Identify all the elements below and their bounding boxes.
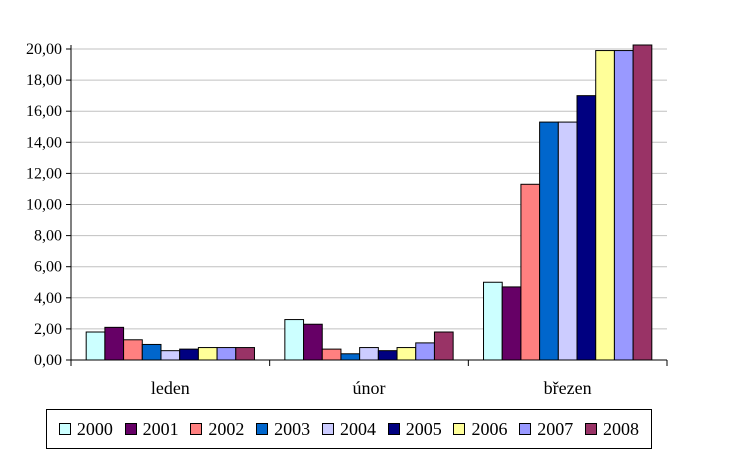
legend-item: 2008 [585,419,639,440]
y-tick-label: 10,00 [26,197,62,214]
x-tick-label: leden [151,378,190,398]
bar-2006-únor [396,347,417,361]
legend-swatch [58,423,71,435]
y-tick-label: 20,00 [26,41,62,58]
y-tick-label: 12,00 [26,165,62,182]
legend-swatch [387,423,400,435]
legend-swatch [256,423,269,435]
y-tick-label: 0,00 [34,352,62,369]
y-tick-label: 16,00 [26,103,62,120]
legend-swatch [453,423,466,435]
legend-label: 2008 [603,418,639,439]
bar-2004-březen [557,121,578,361]
legend-item: 2007 [519,419,573,440]
legend-label: 2003 [274,418,311,439]
y-tick-label: 18,00 [26,72,62,89]
legend-item: 2002 [190,419,244,440]
legend-item: 2001 [124,418,179,440]
legend-item: 2000 [58,418,113,440]
legend-item: 2005 [387,418,442,440]
x-tick-label: březen [544,378,592,398]
x-tick-label: únor [353,378,386,398]
bar-2002-únor [321,348,342,361]
chart-legend: 2000 2001 2002 2003 2004 2005 2006 2007 2008 [46,409,652,449]
legend-label: 2001 [142,418,179,439]
bar-2000-březen [483,281,503,361]
legend-label: 2004 [339,418,376,439]
legend-swatch [124,423,137,435]
bar-2002-březen [520,183,541,361]
bar-2004-únor [359,347,379,361]
legend-swatch [321,423,334,435]
bar-2005-leden [179,348,199,361]
legend-swatch [190,423,203,435]
legend-item: 2006 [453,419,507,440]
bar-2008-leden [235,347,255,361]
bar-2002-leden [123,339,143,361]
bar-2004-leden [160,350,181,361]
y-tick-label: 6,00 [34,259,62,276]
bar-2001-březen [501,286,522,361]
bar-2006-leden [197,347,218,361]
legend-label: 2007 [537,418,574,439]
bar-2000-leden [85,331,106,361]
legend-swatch [585,423,597,435]
bar-2003-leden [141,343,162,361]
bar-2001-únor [303,323,323,361]
bar-2000-únor [284,319,305,361]
y-tick-label: 4,00 [34,290,62,307]
y-tick-label: 8,00 [34,228,62,245]
bar-2005-březen [576,95,597,361]
bar-2003-únor [340,353,361,361]
legend-item: 2003 [256,419,310,440]
y-tick-label: 14,00 [26,134,62,151]
legend-swatch [519,423,532,435]
bar-2005-únor [377,350,398,361]
bar-2007-únor [415,342,435,361]
bar-2001-leden [104,326,125,361]
y-tick-label: 2,00 [34,321,62,338]
legend-label: 2000 [76,418,113,439]
bar-2007-leden [216,347,237,361]
bar-2007-březen [613,50,634,361]
bar-2003-březen [539,121,559,361]
bar-2008-únor [433,331,454,361]
legend-label: 2006 [471,418,508,439]
legend-item: 2004 [321,418,376,440]
legend-label: 2005 [405,418,442,439]
bar-2006-březen [595,50,615,361]
bar-2008-březen [632,44,653,361]
legend-label: 2002 [208,418,245,439]
